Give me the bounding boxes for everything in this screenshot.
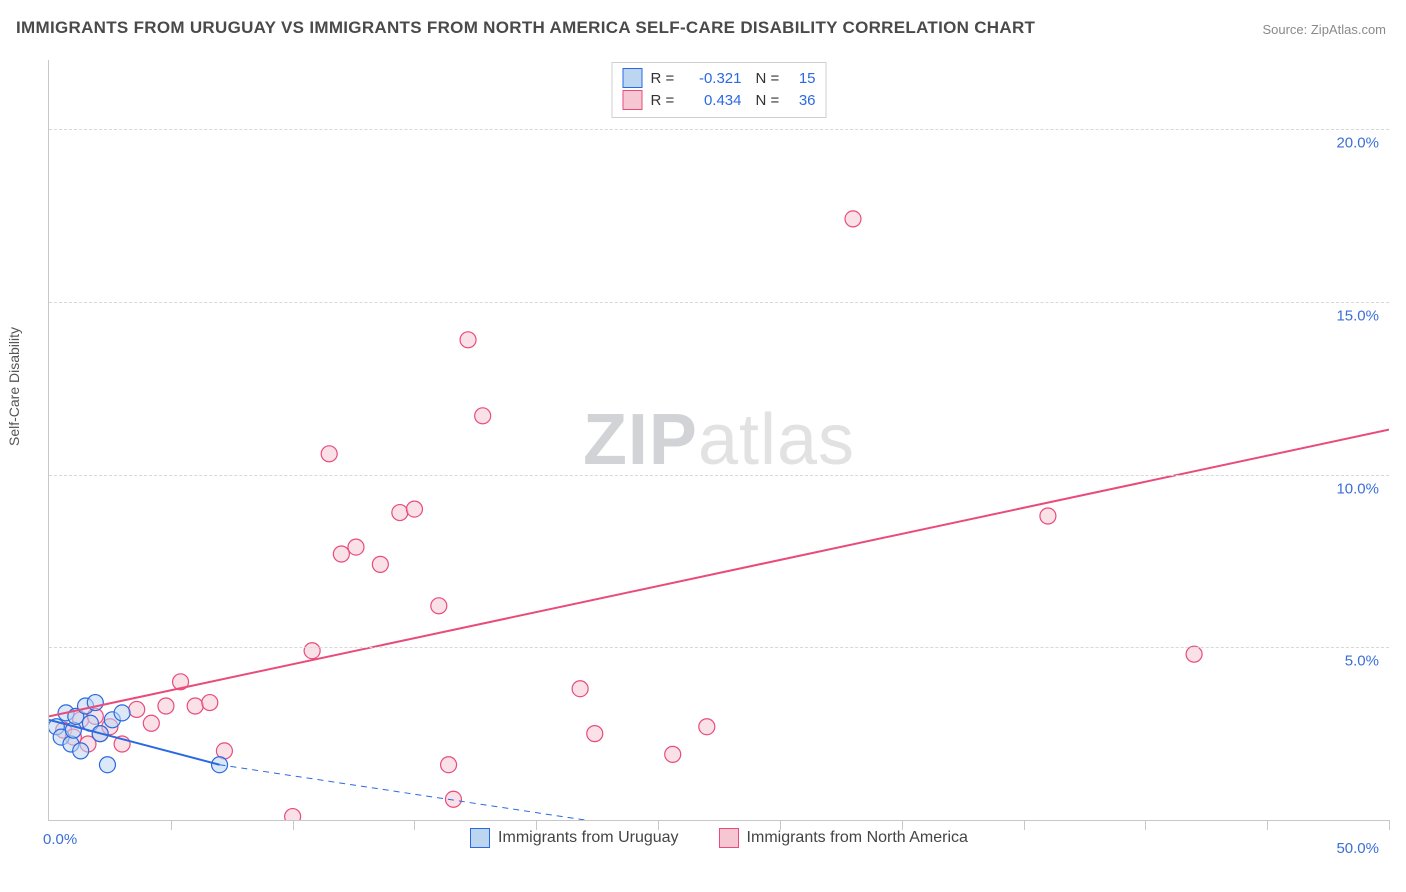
legend-item-na: Immigrants from North America bbox=[719, 828, 968, 848]
plot-area: ZIPatlas R = -0.321 N = 15 R = 0.434 N =… bbox=[48, 60, 1389, 821]
legend-label-na: Immigrants from North America bbox=[747, 829, 968, 847]
correlation-legend: R = -0.321 N = 15 R = 0.434 N = 36 bbox=[612, 62, 827, 118]
y-tick-label: 10.0% bbox=[1336, 480, 1379, 497]
legend-row-uruguay: R = -0.321 N = 15 bbox=[623, 67, 816, 89]
y-tick-label: 15.0% bbox=[1336, 307, 1379, 324]
swatch-na bbox=[623, 90, 643, 110]
n-value-uruguay: 15 bbox=[790, 70, 816, 87]
source-attribution: Source: ZipAtlas.com bbox=[1262, 22, 1386, 37]
chart-svg bbox=[49, 60, 1389, 820]
y-tick-label: 20.0% bbox=[1336, 135, 1379, 152]
x-origin-label: 0.0% bbox=[43, 831, 77, 848]
r-value-na: 0.434 bbox=[687, 92, 742, 109]
r-value-uruguay: -0.321 bbox=[687, 70, 742, 87]
series-legend: Immigrants from Uruguay Immigrants from … bbox=[49, 828, 1389, 848]
y-tick-label: 5.0% bbox=[1345, 653, 1379, 670]
legend-item-uruguay: Immigrants from Uruguay bbox=[470, 828, 679, 848]
swatch-uruguay bbox=[623, 68, 643, 88]
chart-title: IMMIGRANTS FROM URUGUAY VS IMMIGRANTS FR… bbox=[16, 18, 1035, 38]
legend-row-na: R = 0.434 N = 36 bbox=[623, 89, 816, 111]
y-axis-label: Self-Care Disability bbox=[6, 327, 22, 446]
n-value-na: 36 bbox=[790, 92, 816, 109]
swatch-na-icon bbox=[719, 828, 739, 848]
x-end-label: 50.0% bbox=[1336, 840, 1379, 857]
swatch-uruguay-icon bbox=[470, 828, 490, 848]
legend-label-uruguay: Immigrants from Uruguay bbox=[498, 829, 679, 847]
